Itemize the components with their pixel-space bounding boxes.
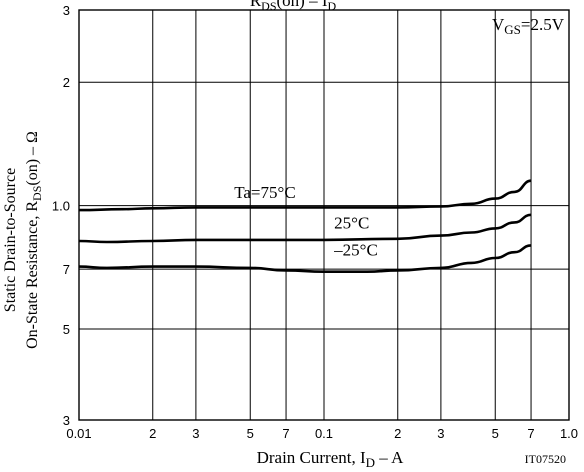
x-tick-labels: 0.01 2 3 5 7 0.1 2 3 5 7 1.0 [66,426,578,441]
y-tick-label: 2 [63,75,70,90]
x-tick-label: 7 [527,426,534,441]
grid [78,9,570,421]
series-labels: Ta=75°C 25°C –25°C [234,183,378,260]
y-tick-label: 5 [63,322,70,337]
series-line-2 [79,244,532,274]
chart-title: RDS(on) – ID [250,0,337,13]
x-tick-label: 2 [149,426,156,441]
series-line-0 [79,179,532,212]
series-layer [79,179,532,274]
x-tick-label: 0.01 [66,426,91,441]
y-axis-label-line2: On-State Resistance, RDS(on) – Ω [24,131,44,349]
x-tick-label: 5 [247,426,254,441]
x-axis-label: Drain Current, ID – A [257,448,405,470]
x-tick-label: 3 [437,426,444,441]
figure-id: IT07520 [525,452,566,466]
y-tick-label: 3 [63,413,70,428]
series-label: 25°C [334,213,369,232]
x-tick-label: 2 [394,426,401,441]
series-label: Ta=75°C [234,183,295,202]
x-tick-label: 3 [192,426,199,441]
plot-frame [78,9,570,421]
condition-label: VGS=2.5V [492,15,565,37]
y-tick-label: 7 [63,262,70,277]
y-axis-label-line1: Static Drain-to-Source [2,168,19,312]
y-tick-label: 3 [63,3,70,18]
x-tick-label: 1.0 [560,426,578,441]
series-line-1 [79,213,532,244]
y-tick-label: 1.0 [52,199,70,214]
y-tick-labels: 3 5 7 1.0 2 3 [52,3,70,428]
x-tick-label: 5 [492,426,499,441]
x-tick-label: 7 [282,426,289,441]
x-tick-label: 0.1 [315,426,333,441]
series-label: –25°C [333,241,378,260]
